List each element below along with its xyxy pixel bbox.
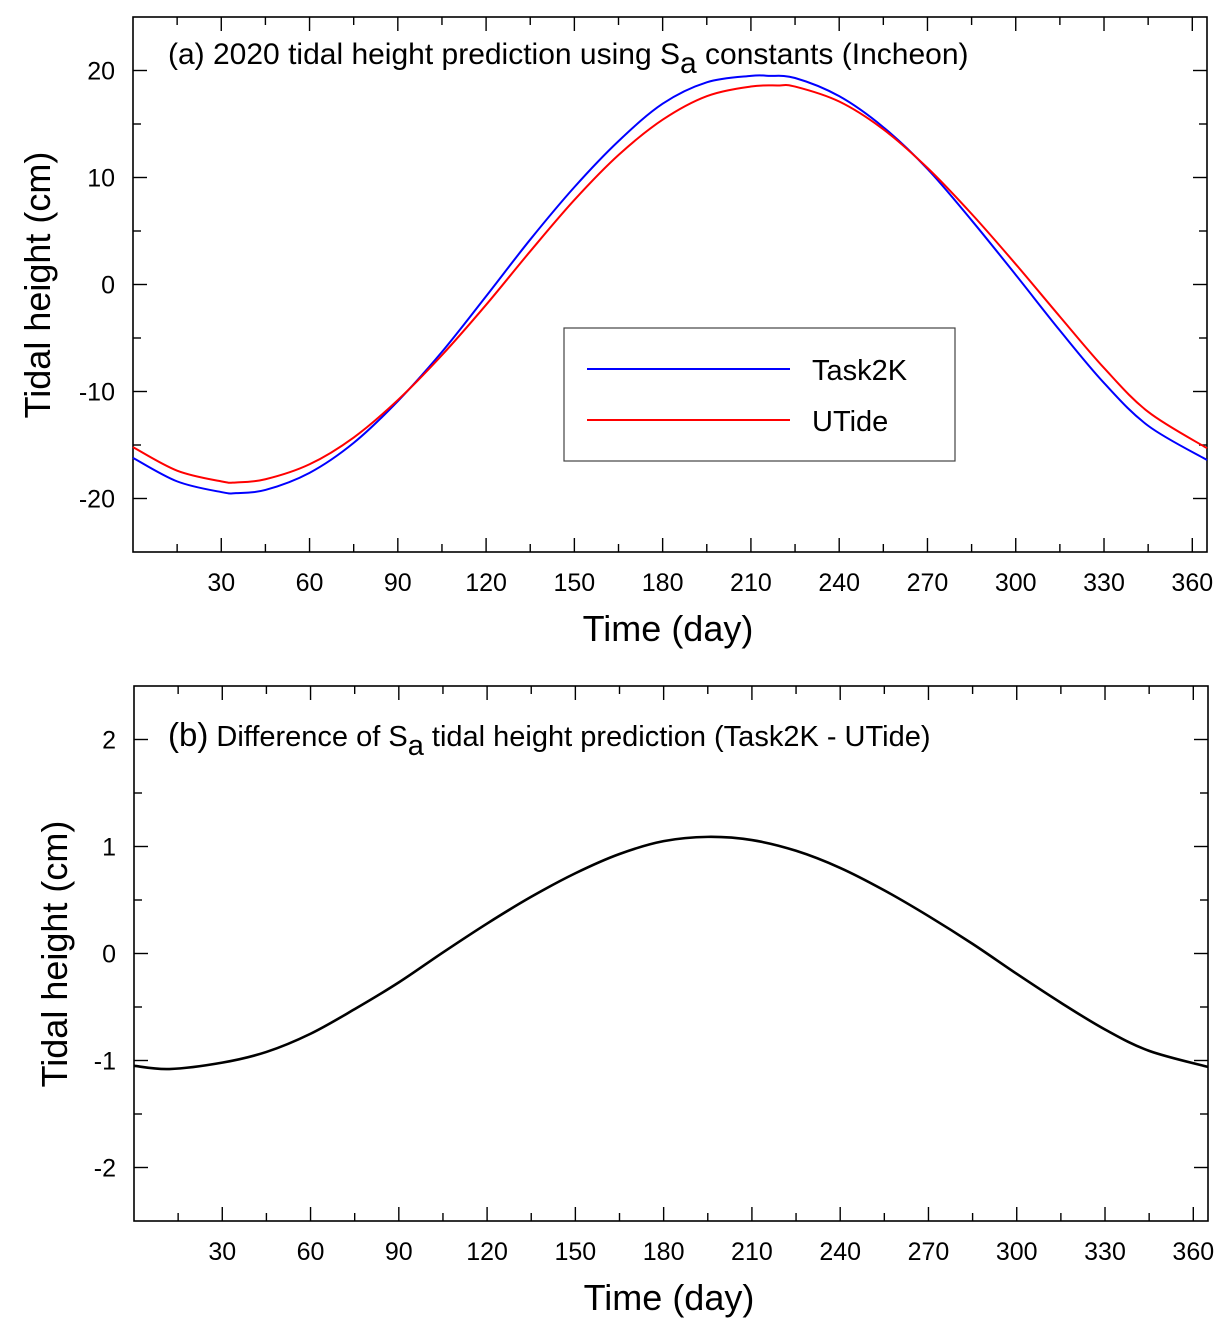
panel-a-title: (a) 2020 tidal height prediction using S… bbox=[168, 38, 969, 80]
x-tick-label-a: 210 bbox=[730, 569, 772, 597]
x-tick-label-b: 210 bbox=[731, 1238, 773, 1266]
y-tick-labels-a: 20 10 0 -10 -20 bbox=[79, 58, 115, 514]
x-tick-label-a: 330 bbox=[1083, 569, 1125, 597]
x-tick-label-a: 270 bbox=[907, 569, 949, 597]
x-tick-label-a: 180 bbox=[642, 569, 684, 597]
panel-a: 30 60 90 120 150 180 210 240 270 300 330 360 20 10 0 -… bbox=[17, 16, 1213, 649]
x-tick-label-b: 270 bbox=[908, 1238, 950, 1266]
plot-frame-b bbox=[133, 685, 1209, 1222]
y-tick-label-a: 20 bbox=[87, 58, 115, 86]
panel-b: 30 60 90 120 150 180 210 240 270 300 330 360 210-1-… bbox=[34, 685, 1214, 1318]
x-tick-label-a: 90 bbox=[384, 569, 412, 597]
x-tick-labels-b: 30 60 90 120 150 180 210 240 270 300 330 360 bbox=[208, 1238, 1214, 1266]
panel-b-title-subscript: a bbox=[408, 730, 425, 762]
panel-b-title-prefix: Difference of S bbox=[208, 721, 407, 753]
series-line-utide bbox=[132, 84, 1208, 484]
panel-b-title-label: (b) bbox=[168, 716, 208, 753]
x-tick-label-b: 240 bbox=[819, 1238, 861, 1266]
x-tick-labels-a: 30 60 90 120 150 180 210 240 270 300 330 360 bbox=[207, 569, 1213, 597]
legend-label-utide: UTide bbox=[812, 406, 888, 438]
panel-b-title-suffix: tidal height prediction (Task2K - UTide) bbox=[424, 721, 931, 753]
x-tick-label-b: 300 bbox=[996, 1238, 1038, 1266]
panel-a-title-subscript: a bbox=[680, 47, 697, 80]
x-tick-label-a: 30 bbox=[207, 569, 235, 597]
y-tick-label-a: 0 bbox=[101, 272, 115, 300]
x-tick-label-a: 360 bbox=[1171, 569, 1213, 597]
y-tick-label-a: -10 bbox=[79, 379, 115, 407]
ticks-a bbox=[133, 17, 1207, 552]
x-tick-label-b: 330 bbox=[1084, 1238, 1126, 1266]
x-tick-label-b: 180 bbox=[643, 1238, 685, 1266]
y-tick-label-b: -1 bbox=[94, 1048, 116, 1076]
x-axis-title-b: Time (day) bbox=[584, 1277, 755, 1318]
x-tick-label-a: 150 bbox=[554, 569, 596, 597]
y-tick-label-b: 1 bbox=[102, 834, 116, 862]
series-line-task2k bbox=[132, 74, 1208, 495]
x-tick-label-b: 360 bbox=[1172, 1238, 1214, 1266]
x-tick-label-b: 90 bbox=[385, 1238, 413, 1266]
x-tick-label-b: 60 bbox=[297, 1238, 325, 1266]
y-tick-label-b: -2 bbox=[94, 1155, 116, 1183]
ticks-b bbox=[134, 686, 1208, 1221]
x-tick-label-b: 120 bbox=[466, 1238, 508, 1266]
y-tick-label-a: 10 bbox=[87, 165, 115, 193]
series-group-b bbox=[133, 835, 1209, 1071]
x-tick-label-a: 60 bbox=[296, 569, 324, 597]
x-tick-label-b: 30 bbox=[208, 1238, 236, 1266]
x-tick-label-b: 150 bbox=[555, 1238, 597, 1266]
panel-a-title-suffix: constants (Incheon) bbox=[697, 38, 969, 71]
series-line-task2k-utide bbox=[133, 835, 1209, 1071]
y-tick-label-b: 0 bbox=[102, 941, 116, 969]
plot-frame-a bbox=[132, 16, 1208, 553]
x-axis-title-a: Time (day) bbox=[583, 608, 754, 649]
x-tick-label-a: 240 bbox=[818, 569, 860, 597]
legend-label-task2k: Task2K bbox=[812, 355, 908, 387]
series-group-a bbox=[132, 74, 1208, 495]
legend-box bbox=[563, 327, 956, 462]
panel-a-title-prefix: (a) 2020 tidal height prediction using S bbox=[168, 38, 680, 71]
x-tick-label-a: 120 bbox=[465, 569, 507, 597]
x-tick-label-a: 300 bbox=[995, 569, 1037, 597]
y-axis-title-a: Tidal height (cm) bbox=[17, 152, 58, 419]
panel-b-title: (b) Difference of Sa tidal height predic… bbox=[168, 716, 931, 762]
y-axis-title-b: Tidal height (cm) bbox=[34, 821, 75, 1088]
y-tick-label-b: 2 bbox=[102, 727, 116, 755]
legend: Task2K UTide bbox=[563, 327, 956, 462]
y-tick-labels-b: 2 1 0 -1 -2 bbox=[94, 727, 116, 1183]
y-tick-label-a: -20 bbox=[79, 486, 115, 514]
